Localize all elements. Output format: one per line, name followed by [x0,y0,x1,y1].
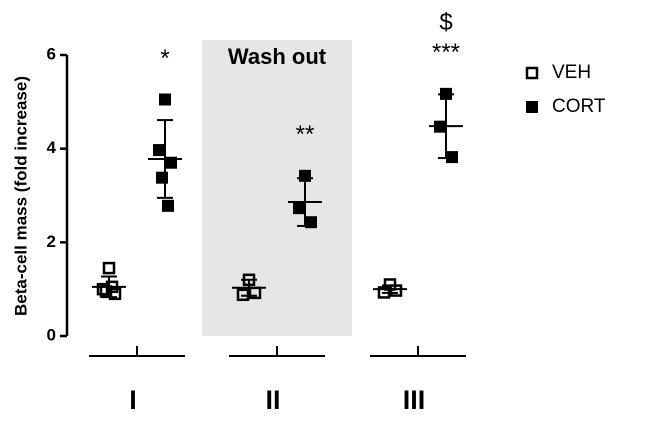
legend-marker [525,66,539,80]
data-point [440,87,452,100]
significance-label: $ [439,9,452,36]
y-tick-label: 4 [47,138,57,157]
y-tick-label: 6 [47,44,56,63]
data-point [434,120,446,133]
y-tick-label: 0 [47,325,56,344]
data-point [248,286,262,300]
y-axis-label: Beta-cell mass (fold increase) [11,76,30,316]
data-point [105,280,119,294]
data-point [299,169,311,182]
data-point [389,284,403,297]
data-point [165,156,177,169]
data-point [305,216,317,229]
data-point [446,151,458,164]
significance-label: *** [432,39,460,66]
data-point [236,288,250,302]
x-tick-label: II [265,385,280,415]
x-tick-label: III [403,385,426,415]
highlight-region [202,40,352,336]
y-tick-label: 2 [47,232,56,251]
data-point [242,273,256,287]
data-point [377,286,391,299]
data-point [156,171,168,184]
highlight-label: Wash out [228,44,327,69]
x-tick-label: I [129,385,137,415]
data-point [162,199,174,212]
legend-label: CORT [552,96,606,117]
significance-label: ** [296,121,315,148]
legend-label: VEH [552,62,591,83]
data-point [153,144,165,157]
data-point [102,261,116,275]
legend-marker [526,101,538,113]
data-point [293,202,305,215]
data-point [159,93,171,106]
significance-label: * [160,45,169,72]
